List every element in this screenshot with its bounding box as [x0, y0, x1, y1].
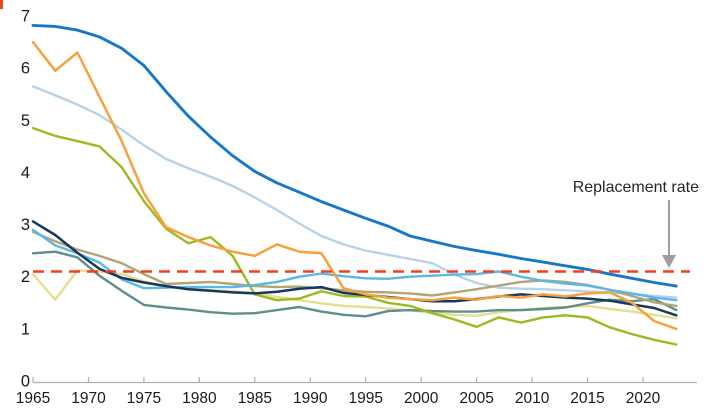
x-tick-label-2000: 2000	[404, 390, 439, 407]
series-light-blue-line	[31, 85, 678, 299]
replacement-rate-arrow	[662, 200, 676, 268]
y-tick-label-2: 2	[21, 268, 30, 286]
series-dark-blue-line	[31, 23, 678, 288]
y-tick-label-3: 3	[21, 216, 30, 234]
x-tick-label-1975: 1975	[127, 390, 161, 407]
x-tick-label-1965: 1965	[16, 390, 50, 407]
replacement-rate-label: Replacement rate	[573, 179, 699, 196]
x-axis-ticks	[32, 377, 644, 383]
x-tick-label-2015: 2015	[570, 390, 604, 407]
series-sky-blue-line	[31, 228, 678, 302]
corner-artifact	[0, 0, 3, 9]
series-olive-green-line	[31, 126, 678, 346]
y-axis-labels: 0 1 2 3 4 5 6 7	[21, 8, 30, 391]
x-axis-labels: 1965 1970 1975 1980 1985 1990 1995 2000 2005 2010…	[16, 390, 661, 407]
x-tick-label-1970: 1970	[71, 390, 106, 407]
y-tick-label-6: 6	[21, 60, 30, 78]
y-tick-label-7: 7	[21, 8, 30, 26]
y-tick-label-5: 5	[21, 112, 30, 130]
series-orange-line	[31, 40, 678, 331]
y-tick-label-1: 1	[21, 320, 30, 338]
x-tick-label-1990: 1990	[293, 390, 328, 407]
series-navy-line	[31, 220, 678, 317]
x-tick-label-1980: 1980	[182, 390, 217, 407]
series-teal-line	[31, 250, 678, 318]
x-tick-label-1985: 1985	[238, 390, 272, 407]
x-tick-label-2010: 2010	[515, 390, 550, 407]
series-lines	[31, 23, 678, 346]
x-tick-label-2020: 2020	[626, 390, 661, 407]
y-tick-label-4: 4	[21, 164, 30, 182]
x-tick-label-1995: 1995	[348, 390, 382, 407]
y-tick-label-0: 0	[21, 373, 30, 391]
x-tick-label-2005: 2005	[459, 390, 493, 407]
